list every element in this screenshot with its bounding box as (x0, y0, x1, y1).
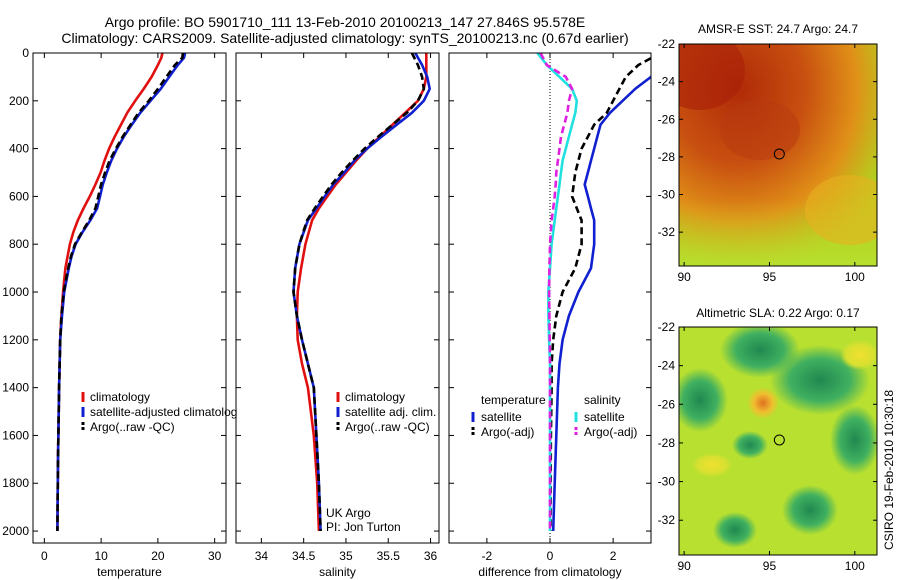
legend-label: Argo(..raw -QC) (345, 420, 430, 434)
x-tick-label: 34 (255, 549, 269, 563)
legend-heading: temperature (481, 393, 546, 407)
y-tick-label: 0 (22, 46, 29, 60)
sla-low-patch (840, 340, 877, 370)
x-tick-label: 35 (339, 549, 353, 563)
y-tick-label: -22 (658, 320, 676, 334)
sst-cool-patch (805, 175, 877, 245)
y-tick-label: 1600 (2, 428, 29, 442)
map-frame (678, 326, 878, 556)
title-line-2: Climatology: CARS2009. Satellite-adjuste… (61, 30, 629, 46)
legend-label: satellite (584, 410, 625, 424)
legend-heading: salinity (584, 393, 621, 407)
legend-label: climatology (90, 390, 150, 404)
y-tick-label: -28 (658, 436, 676, 450)
y-tick-label: 600 (9, 189, 29, 203)
x-tick-label: 34.5 (292, 549, 316, 563)
map-frame (678, 43, 878, 267)
sla-high-patch (830, 405, 877, 475)
sla-low-patch (692, 453, 732, 477)
x-axis-label: salinity (319, 565, 356, 579)
x-tick-label: 95 (763, 270, 777, 284)
legend-label: climatology (345, 390, 405, 404)
y-tick-label: 1200 (2, 333, 29, 347)
sst-warm-patch (679, 44, 745, 110)
plot-frame (32, 52, 227, 544)
x-tick-label: 20 (151, 549, 165, 563)
sla-high-patch (679, 368, 728, 432)
series-line-sal_argo (539, 53, 574, 531)
y-tick-label: -30 (658, 188, 676, 202)
x-tick-label: 90 (677, 559, 691, 573)
y-tick-label: -28 (658, 150, 676, 164)
sst-warm-patch (720, 100, 800, 160)
legend-label: satellite-adjusted climatolog (90, 405, 237, 419)
series-line-climatology (56, 53, 164, 532)
annotation-text: UK Argo (326, 506, 371, 520)
legend-label: Argo(..raw -QC) (90, 420, 175, 434)
series-line-temp_argo (549, 56, 651, 531)
y-tick-label: 1000 (2, 285, 29, 299)
series-line-argo (56, 53, 185, 532)
y-tick-label: -24 (658, 75, 676, 89)
sla-low-patch (747, 387, 779, 419)
map-title-sst: AMSR-E SST: 24.7 Argo: 24.7 (697, 22, 859, 36)
x-tick-label: 10 (94, 549, 108, 563)
series-line-satellite (292, 53, 432, 532)
y-tick-label: -30 (658, 475, 676, 489)
x-tick-label: 95 (763, 559, 777, 573)
x-tick-label: 100 (845, 270, 865, 284)
x-tick-label: -2 (482, 549, 493, 563)
series-line-temp_satellite (551, 75, 651, 532)
map-title-sla: Altimetric SLA: 0.22 Argo: 0.17 (696, 306, 860, 320)
legend-label: Argo(-adj) (584, 425, 637, 439)
y-tick-label: 400 (9, 142, 29, 156)
x-tick-label: 0 (41, 549, 48, 563)
y-tick-label: 1800 (2, 476, 29, 490)
legend-label: satellite (481, 410, 522, 424)
float-position-marker (773, 148, 785, 160)
x-tick-label: 36 (424, 549, 438, 563)
x-tick-label: 35.5 (377, 549, 401, 563)
y-tick-label: 200 (9, 94, 29, 108)
x-tick-label: 30 (208, 549, 222, 563)
series-line-sal_satellite (536, 53, 579, 531)
y-tick-label: -26 (658, 397, 676, 411)
y-tick-label: 1400 (2, 381, 29, 395)
sla-high-patch (732, 431, 768, 459)
y-tick-label: 800 (9, 237, 29, 251)
float-position-marker (773, 434, 785, 446)
series-line-argo (292, 53, 426, 532)
y-tick-label: -32 (658, 225, 676, 239)
x-tick-label: 90 (677, 270, 691, 284)
sla-high-patch (782, 485, 838, 535)
x-tick-label: 100 (845, 559, 865, 573)
legend-label: Argo(-adj) (481, 425, 534, 439)
credit-text: CSIRO 19-Feb-2010 10:30:18 (882, 389, 896, 550)
x-axis-label: temperature (97, 565, 162, 579)
y-tick-label: 2000 (2, 524, 29, 538)
x-tick-label: 0 (547, 549, 554, 563)
title-line-1: Argo profile: BO 5901710_111 13-Feb-2010… (104, 14, 586, 30)
y-tick-label: -22 (658, 37, 676, 51)
y-tick-label: -32 (658, 513, 676, 527)
plot-frame (235, 52, 440, 544)
sla-high-patch (713, 512, 757, 548)
y-tick-label: -24 (658, 359, 676, 373)
x-tick-label: 2 (610, 549, 617, 563)
series-line-climatology (295, 53, 428, 532)
y-tick-label: -26 (658, 112, 676, 126)
annotation-text: PI: Jon Turton (326, 520, 401, 534)
x-axis-label: difference from climatology (478, 565, 621, 579)
legend-label: satellite adj. clim. (345, 405, 436, 419)
